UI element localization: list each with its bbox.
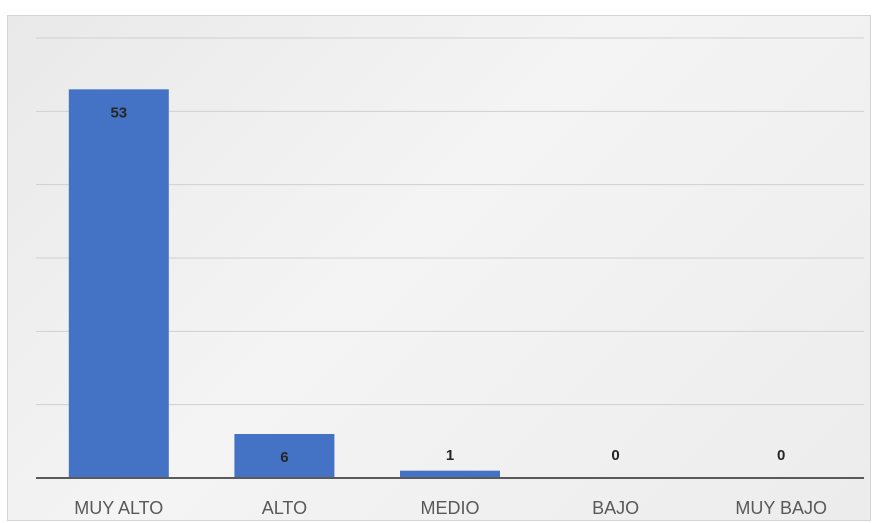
data-label: 1 — [446, 447, 454, 464]
data-label: 53 — [110, 104, 127, 121]
bars — [68, 89, 500, 478]
category-label: BAJO — [592, 498, 639, 518]
data-label: 6 — [280, 449, 288, 466]
bar-alto — [234, 434, 335, 478]
data-label: 0 — [611, 447, 619, 464]
gridlines — [36, 37, 864, 406]
category-labels: MUY ALTO ALTO MEDIO BAJO MUY BAJO — [74, 498, 827, 518]
data-labels: 53 6 1 0 0 — [110, 104, 785, 466]
bar-medio — [400, 470, 500, 478]
category-label: ALTO — [262, 498, 307, 518]
category-label: MUY ALTO — [74, 498, 163, 518]
data-label: 0 — [777, 447, 785, 464]
bar-muy-alto — [68, 89, 169, 478]
category-label: MUY BAJO — [735, 498, 827, 518]
category-label: MEDIO — [420, 498, 479, 518]
